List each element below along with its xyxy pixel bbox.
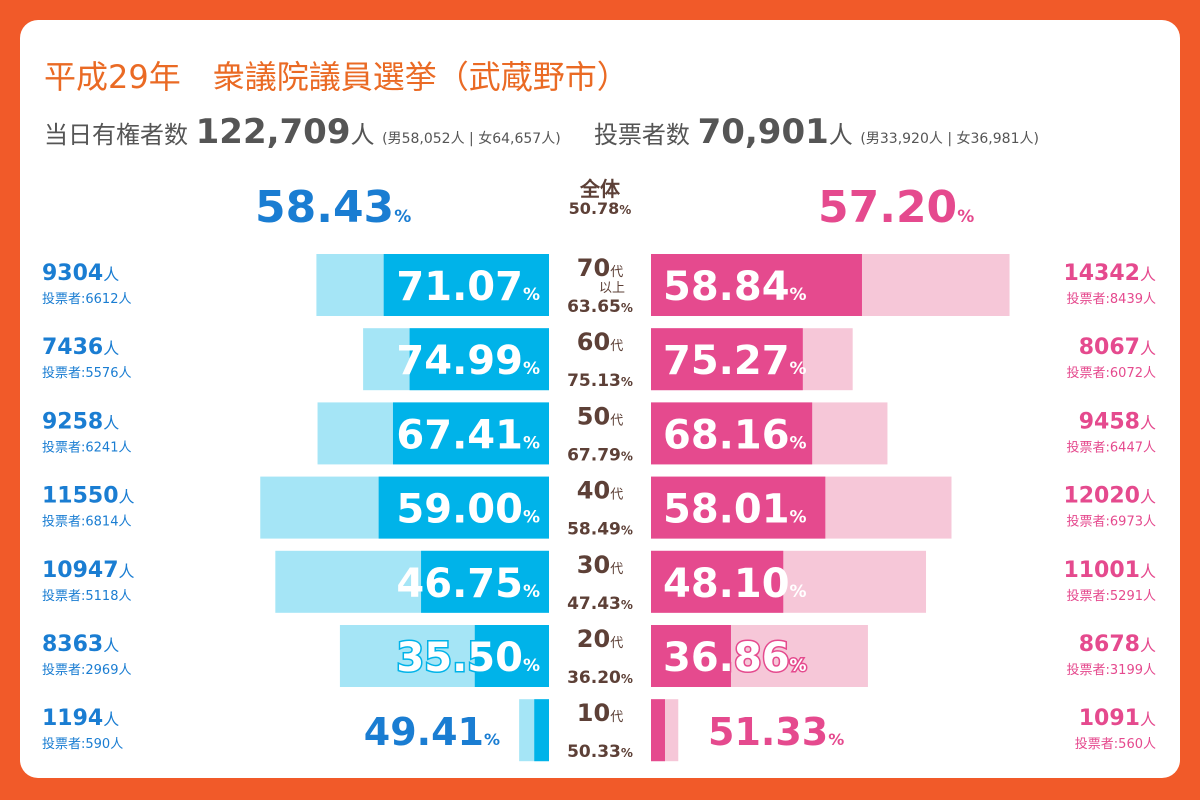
female-voters-bar bbox=[651, 476, 826, 539]
male-voters-count: 投票者:6612人 bbox=[42, 291, 131, 307]
female-rate-label: 51.33% bbox=[708, 710, 844, 754]
male-eligible-count: 10947人 bbox=[42, 558, 135, 583]
male-voters-count: 投票者:5576人 bbox=[42, 365, 131, 381]
female-rate-label: 36.86% bbox=[663, 635, 807, 681]
overall-center-rate: 50.78 bbox=[568, 199, 620, 218]
male-eligible-count: 9258人 bbox=[42, 409, 119, 434]
female-voters-count: 投票者:3199人 bbox=[1067, 662, 1156, 678]
overall-male-rate: 58.43% bbox=[255, 182, 411, 233]
eligible-total: 122,709 bbox=[195, 112, 351, 152]
age-total-rate: 58.49% bbox=[567, 520, 633, 540]
female-eligible-count: 11001人 bbox=[1063, 558, 1156, 583]
male-eligible-count: 11550人 bbox=[42, 484, 135, 509]
voters-unit: 人 bbox=[828, 121, 853, 149]
female-voters-bar bbox=[651, 402, 813, 465]
overall-male-pct: % bbox=[394, 207, 412, 227]
male-voters-bar bbox=[409, 328, 549, 391]
female-voters-count: 投票者:8439人 bbox=[1067, 291, 1156, 307]
male-voters-count: 投票者:5118人 bbox=[42, 588, 131, 604]
voters-label: 投票者数 bbox=[593, 121, 690, 149]
male-rate-label: 71.07% bbox=[396, 264, 540, 310]
female-voters-bar bbox=[651, 699, 665, 762]
male-rate-label: 35.50% bbox=[396, 635, 540, 681]
female-rate-label: 48.10% bbox=[663, 561, 807, 607]
page-title: 平成29年 衆議院議員選挙（武蔵野市） bbox=[44, 58, 629, 96]
age-label: 50代 bbox=[577, 402, 623, 430]
female-eligible-count: 9458人 bbox=[1079, 409, 1156, 434]
male-voters-bar bbox=[534, 699, 549, 762]
age-label: 40代 bbox=[577, 477, 623, 505]
age-label: 20代 bbox=[577, 625, 623, 653]
male-eligible-count: 9304人 bbox=[42, 261, 119, 286]
female-voters-count: 投票者:6973人 bbox=[1067, 514, 1156, 530]
male-voters-count: 投票者:590人 bbox=[42, 736, 123, 752]
female-eligible-count: 14342人 bbox=[1063, 261, 1156, 286]
male-rate-label: 49.41% bbox=[364, 710, 500, 754]
female-voters-bar bbox=[651, 328, 803, 391]
age-total-rate: 75.13% bbox=[567, 371, 633, 391]
female-rate-label: 68.16% bbox=[663, 412, 807, 458]
female-voters-count: 投票者:5291人 bbox=[1067, 588, 1156, 604]
overall-center-pct: % bbox=[619, 203, 632, 217]
female-eligible-count: 12020人 bbox=[1063, 484, 1156, 509]
overall-female-value: 57.20 bbox=[818, 182, 958, 233]
card bbox=[20, 20, 1180, 778]
overall-female-rate: 57.20% bbox=[818, 182, 974, 233]
female-voters-bar bbox=[651, 254, 862, 316]
female-rate-label: 75.27% bbox=[663, 338, 807, 384]
eligible-unit: 人 bbox=[350, 121, 375, 149]
male-voters-count: 投票者:6814人 bbox=[42, 514, 131, 530]
eligible-label: 当日有権者数 bbox=[44, 121, 188, 149]
age-total-rate: 36.20% bbox=[567, 668, 633, 688]
male-eligible-count: 7436人 bbox=[42, 335, 119, 360]
age-total-rate: 67.79% bbox=[567, 445, 633, 465]
female-rate-label: 58.84% bbox=[663, 264, 807, 310]
age-label: 70代 bbox=[577, 254, 623, 282]
overall-female-pct: % bbox=[957, 207, 975, 227]
male-voters-bar bbox=[474, 625, 549, 687]
age-label: 60代 bbox=[577, 328, 623, 356]
female-voters-bar bbox=[651, 625, 731, 687]
voters-breakdown: (男33,920人 | 女36,981人) bbox=[860, 131, 1039, 147]
female-eligible-count: 1091人 bbox=[1079, 706, 1156, 731]
male-voters-bar bbox=[392, 402, 549, 465]
male-voters-bar bbox=[421, 550, 549, 613]
stats-line: 当日有権者数 122,709人 (男58,052人 | 女64,657人) 投票… bbox=[44, 112, 1039, 152]
female-eligible-count: 8067人 bbox=[1079, 335, 1156, 360]
overall-center: 全体 50.78% bbox=[555, 178, 645, 218]
female-voters-count: 投票者:560人 bbox=[1075, 736, 1156, 752]
male-eligible-count: 8363人 bbox=[42, 632, 119, 657]
age-total-rate: 63.65% bbox=[567, 297, 633, 317]
age-sub-label: 以上 bbox=[599, 281, 625, 296]
male-rate-label: 46.75% bbox=[396, 561, 540, 607]
voters-total: 70,901 bbox=[697, 112, 829, 152]
male-eligible-count: 1194人 bbox=[42, 706, 119, 731]
male-rate-label: 67.41% bbox=[396, 412, 540, 458]
male-rate-label: 74.99% bbox=[396, 338, 540, 384]
female-voters-count: 投票者:6447人 bbox=[1067, 439, 1156, 455]
female-voters-count: 投票者:6072人 bbox=[1067, 365, 1156, 381]
female-rate-label: 58.01% bbox=[663, 487, 807, 533]
overall-male-value: 58.43 bbox=[255, 182, 395, 233]
male-voters-bar bbox=[378, 476, 549, 539]
age-label: 10代 bbox=[577, 699, 623, 727]
male-voters-bar bbox=[383, 254, 549, 316]
female-voters-bar bbox=[651, 550, 784, 613]
age-label: 30代 bbox=[577, 551, 623, 579]
male-rate-label: 59.00% bbox=[396, 487, 540, 533]
age-total-rate: 50.33% bbox=[567, 742, 633, 762]
female-eligible-count: 8678人 bbox=[1079, 632, 1156, 657]
age-total-rate: 47.43% bbox=[567, 594, 633, 614]
male-voters-count: 投票者:6241人 bbox=[42, 439, 131, 455]
eligible-breakdown: (男58,052人 | 女64,657人) bbox=[382, 131, 561, 147]
overall-center-label: 全体 bbox=[580, 177, 620, 201]
male-voters-count: 投票者:2969人 bbox=[42, 662, 131, 678]
